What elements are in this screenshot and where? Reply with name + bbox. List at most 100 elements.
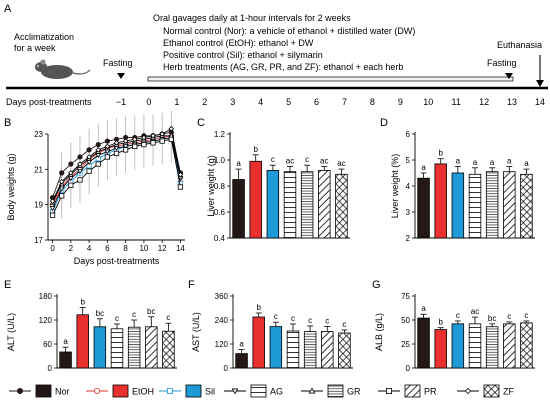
point-pr — [177, 184, 184, 190]
timeline-tick-label: 6 — [314, 97, 319, 107]
panel-letter-f: F — [188, 279, 195, 291]
panel-letter-e: E — [4, 279, 11, 291]
gavage-period-bar — [147, 76, 514, 82]
significance-letter: c — [507, 312, 511, 321]
point-zf — [49, 198, 56, 204]
significance-letter: a — [236, 159, 241, 168]
y-tick-label: 4 — [406, 182, 411, 191]
significance-letter: b — [438, 318, 443, 327]
y-tick-label: 0 — [48, 364, 53, 373]
bar-pr — [145, 326, 158, 369]
bar-zf — [520, 322, 533, 369]
group-line-nor: Normal control (Nor): a vehicle of ethan… — [163, 26, 415, 36]
panel-letter-c: C — [197, 117, 205, 129]
legend-item-etoh: EtOH — [86, 384, 154, 398]
point-zf — [132, 136, 138, 143]
x-axis-label: Days post-treatments — [74, 256, 160, 266]
timeline-tick-label: 1 — [174, 97, 179, 107]
bar-sil — [93, 326, 107, 369]
point-pr — [123, 147, 129, 153]
x-tick-label: 6 — [105, 244, 110, 253]
significance-letter: bc — [488, 314, 496, 323]
y-tick-label: 1.0 — [214, 156, 226, 165]
legend-marker — [166, 387, 173, 394]
y-tick-label: 3 — [406, 208, 411, 217]
significance-letter: c — [305, 155, 309, 164]
group-line-herbs: Herb treatments (AG, GR, PR, and ZF): et… — [163, 62, 403, 72]
point-pr — [95, 161, 101, 167]
bar-nor — [232, 179, 245, 239]
x-tick-label: 8 — [123, 244, 128, 253]
bar-pr — [318, 169, 331, 239]
point-pr — [49, 212, 56, 218]
significance-letter: b — [253, 145, 258, 154]
timeline-tick-label: 7 — [342, 97, 347, 107]
bar-ag — [468, 173, 482, 239]
bar-nor — [417, 317, 430, 369]
panel-letter-b: B — [4, 117, 11, 129]
x-tick-label: 4 — [87, 244, 92, 253]
y-axis-label: Liver weight (g) — [206, 155, 216, 217]
significance-letter: a — [239, 340, 244, 349]
panel-letter-a: A — [4, 3, 12, 15]
significance-letter: ac — [320, 157, 328, 166]
timeline-tick-label: 11 — [452, 97, 461, 107]
significance-letter: c — [291, 314, 295, 323]
significance-letter: c — [308, 316, 312, 325]
legend-swatch — [185, 384, 202, 398]
significance-letter: ac — [337, 159, 345, 168]
legend-swatch — [35, 384, 52, 398]
significance-letter: c — [342, 320, 346, 329]
y-axis-label: ALT (U/L) — [6, 313, 16, 351]
significance-letter: c — [524, 311, 528, 320]
point-zf — [68, 170, 74, 176]
legend-label: PR — [424, 387, 437, 397]
bar-pr — [503, 171, 516, 239]
legend-item-gr: GR — [301, 384, 361, 398]
bar-sil — [451, 172, 465, 239]
bar-etoh — [76, 314, 89, 369]
point-nor — [68, 161, 74, 167]
legend-swatch — [404, 384, 421, 398]
y-tick-label: 0 — [224, 364, 229, 373]
point-ag — [77, 168, 83, 175]
timeline-tick-label: 4 — [258, 97, 263, 107]
panel-c: C 0.4 0.6 0.8 1.0 1.2 Liver weight (g) a b c ac c ac… — [197, 117, 350, 243]
point-nor — [77, 154, 83, 160]
y-tick-label: 0 — [406, 364, 411, 373]
y-tick-label: 25 — [401, 340, 410, 349]
x-tick-label: 14 — [176, 244, 185, 253]
y-tick-label: 120 — [215, 340, 229, 349]
point-zf — [113, 140, 120, 146]
x-tick-label: 10 — [139, 244, 148, 253]
y-tick-label: 120 — [39, 316, 53, 325]
timeline-tick-label: 3 — [230, 97, 235, 107]
timeline-tick-label: 0 — [146, 97, 151, 107]
fasting-start-arrow — [117, 73, 125, 79]
legend-marker — [464, 387, 472, 395]
timeline-tick-label: 13 — [507, 97, 517, 107]
point-pr — [113, 150, 120, 157]
legend-item-ag: AG — [224, 384, 283, 398]
bar-zf — [338, 332, 351, 369]
bar-etoh — [434, 163, 447, 239]
legend-item-pr: PR — [378, 384, 437, 398]
bar-sil — [269, 326, 283, 369]
significance-letter: a — [490, 158, 495, 167]
bar-etoh — [252, 316, 265, 369]
bar-gr — [127, 326, 141, 369]
significance-letter: a — [421, 163, 426, 172]
acclimatization-line-1: Acclimatization — [14, 32, 74, 42]
y-tick-label: 180 — [39, 292, 53, 301]
timeline-tick-label: 14 — [535, 97, 545, 107]
y-tick-label: 6 — [406, 130, 411, 139]
significance-letter: b — [256, 303, 261, 312]
mouse-icon — [35, 59, 91, 79]
timeline-tick-label: 10 — [423, 97, 433, 107]
y-axis-label: Body weights (g) — [6, 153, 16, 220]
legend: Nor EtOH Sil AG GR PR ZF — [9, 384, 514, 398]
point-pr — [77, 177, 83, 183]
significance-letter: bc — [147, 307, 155, 316]
panel-letter-g: G — [372, 279, 381, 291]
